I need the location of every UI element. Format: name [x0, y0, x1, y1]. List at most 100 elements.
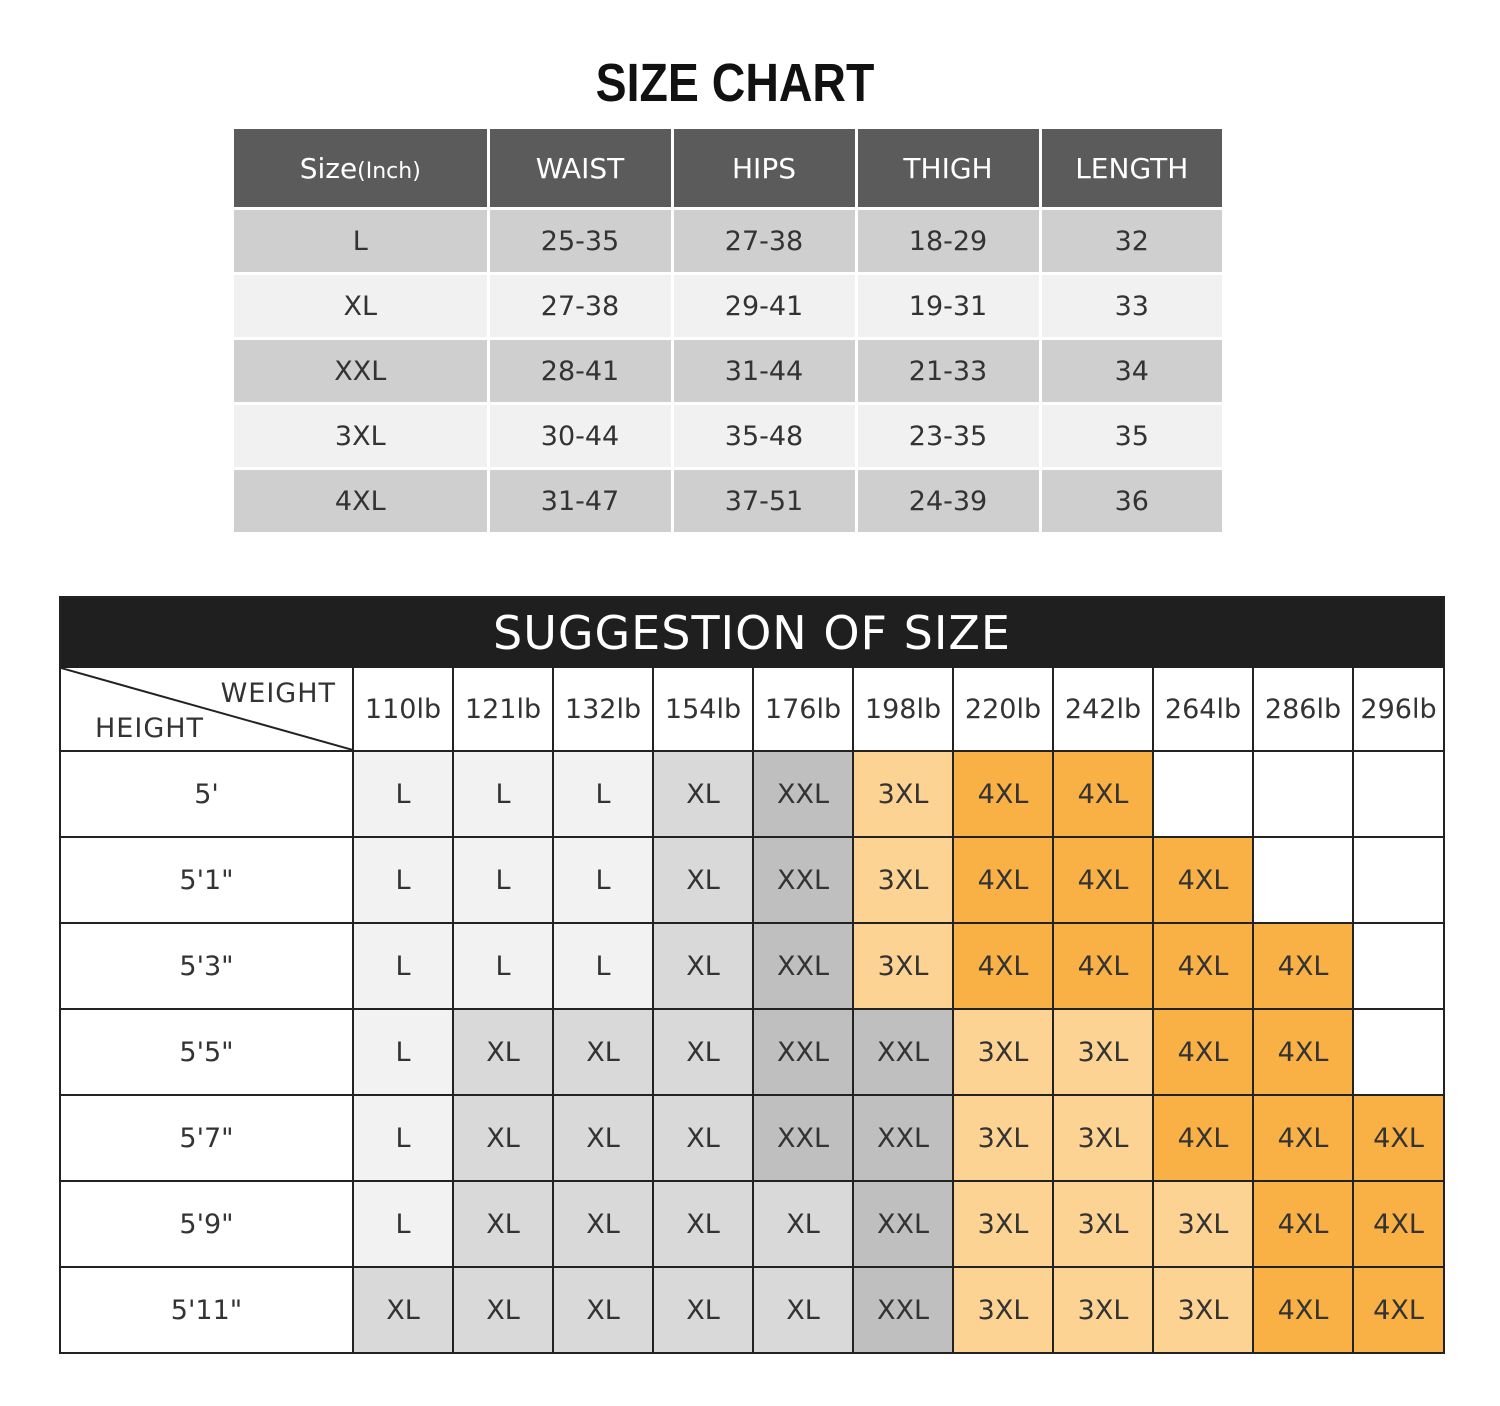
size-suggestion-cell: L: [552, 836, 654, 924]
size-suggestion-cell: L: [352, 1180, 454, 1268]
height-row-header: 5'3": [61, 922, 354, 1010]
height-row: 5' L L L XL XXL 3XL 4XL 4XL: [61, 750, 1443, 838]
table-cell: 28-41: [488, 338, 674, 405]
height-row-header: 5': [61, 750, 354, 838]
table-cell: 25-35: [488, 208, 674, 275]
weight-column-header: 121lb: [452, 668, 554, 752]
size-suggestion-cell: XXL: [752, 1094, 854, 1182]
table-cell: 36: [1040, 468, 1222, 535]
table-cell: 31-47: [488, 468, 674, 535]
size-suggestion-cell: L: [552, 750, 654, 838]
table-cell: 34: [1040, 338, 1222, 405]
size-suggestion-cell: 3XL: [852, 750, 954, 838]
height-row-header: 5'5": [61, 1008, 354, 1096]
empty-cell: [1352, 1008, 1443, 1096]
size-suggestion-cell: 4XL: [1352, 1180, 1443, 1268]
table-cell: 19-31: [856, 273, 1042, 340]
weight-column-header: 264lb: [1152, 668, 1254, 752]
suggestion-grid: WEIGHT HEIGHT 110lb 121lb 132lb 154lb 176lb 1…: [61, 668, 1443, 1352]
size-suggestion-cell: XL: [452, 1266, 554, 1352]
size-suggestion-cell: L: [352, 1094, 454, 1182]
suggestion-title: SUGGESTION OF SIZE: [61, 598, 1443, 668]
size-suggestion-cell: 4XL: [952, 836, 1054, 924]
weight-column-header: 176lb: [752, 668, 854, 752]
size-suggestion-cell: L: [352, 922, 454, 1010]
size-suggestion-cell: XL: [452, 1008, 554, 1096]
size-suggestion-cell: 3XL: [1052, 1008, 1154, 1096]
size-suggestion-cell: 4XL: [1052, 836, 1154, 924]
size-suggestion-cell: L: [452, 836, 554, 924]
table-cell: L: [234, 208, 490, 275]
size-suggestion-cell: 4XL: [1052, 922, 1154, 1010]
size-suggestion-cell: 4XL: [1152, 922, 1254, 1010]
size-suggestion-panel: SUGGESTION OF SIZE WEIGHT HEIGHT 110: [59, 596, 1445, 1354]
size-suggestion-cell: 3XL: [952, 1094, 1054, 1182]
height-row-header: 5'11": [61, 1266, 354, 1352]
height-row: 5'11" XL XL XL XL XL XXL 3XL 3XL 3XL 4XL 4XL: [61, 1266, 1443, 1352]
size-suggestion-cell: 4XL: [952, 922, 1054, 1010]
size-suggestion-cell: 4XL: [1152, 1094, 1254, 1182]
size-suggestion-cell: XL: [652, 1266, 754, 1352]
size-header-label: Size: [299, 151, 358, 185]
size-suggestion-cell: 4XL: [1252, 1180, 1354, 1268]
table-row: XL 27-38 29-41 19-31 33: [234, 273, 1222, 340]
size-suggestion-cell: XL: [652, 750, 754, 838]
waist-column-header: WAIST: [488, 129, 674, 210]
thigh-column-header: THIGH: [856, 129, 1042, 210]
height-row: 5'5" L XL XL XL XXL XXL 3XL 3XL 4XL 4XL: [61, 1008, 1443, 1096]
size-suggestion-cell: 4XL: [1052, 750, 1154, 838]
weight-column-header: 220lb: [952, 668, 1054, 752]
size-suggestion-cell: 4XL: [1352, 1094, 1443, 1182]
table-cell: 29-41: [672, 273, 858, 340]
weight-column-header: 154lb: [652, 668, 754, 752]
length-column-header: LENGTH: [1040, 129, 1222, 210]
weight-axis-label: WEIGHT: [220, 678, 336, 709]
size-suggestion-cell: XL: [352, 1266, 454, 1352]
size-unit-label: (Inch): [357, 158, 421, 184]
table-cell: 31-44: [672, 338, 858, 405]
table-cell: 35: [1040, 403, 1222, 470]
size-suggestion-cell: 3XL: [852, 922, 954, 1010]
weight-column-header: 132lb: [552, 668, 654, 752]
table-cell: 33: [1040, 273, 1222, 340]
size-suggestion-cell: 3XL: [1052, 1266, 1154, 1352]
weight-column-header: 198lb: [852, 668, 954, 752]
table-cell: XL: [234, 273, 490, 340]
height-row: 5'1" L L L XL XXL 3XL 4XL 4XL 4XL: [61, 836, 1443, 924]
size-suggestion-cell: 3XL: [1152, 1266, 1254, 1352]
size-suggestion-cell: 3XL: [952, 1266, 1054, 1352]
size-suggestion-cell: L: [352, 750, 454, 838]
table-cell: 3XL: [234, 403, 490, 470]
size-suggestion-cell: L: [452, 750, 554, 838]
table-cell: XXL: [234, 338, 490, 405]
size-suggestion-cell: XXL: [852, 1180, 954, 1268]
table-cell: 21-33: [856, 338, 1042, 405]
height-row: 5'7" L XL XL XL XXL XXL 3XL 3XL 4XL 4XL 4XL: [61, 1094, 1443, 1182]
size-chart-table: Size(Inch) WAIST HIPS THIGH LENGTH L 25-…: [234, 129, 1222, 535]
table-row: XXL 28-41 31-44 21-33 34: [234, 338, 1222, 405]
size-suggestion-cell: XL: [452, 1180, 554, 1268]
size-column-header: Size(Inch): [234, 129, 490, 210]
height-axis-label: HEIGHT: [95, 713, 205, 744]
size-suggestion-cell: XXL: [752, 750, 854, 838]
size-suggestion-cell: XXL: [852, 1266, 954, 1352]
weight-column-header: 242lb: [1052, 668, 1154, 752]
size-suggestion-cell: L: [552, 922, 654, 1010]
size-suggestion-cell: L: [352, 836, 454, 924]
size-suggestion-cell: 3XL: [1152, 1180, 1254, 1268]
empty-cell: [1252, 836, 1354, 924]
height-row: 5'9" L XL XL XL XL XXL 3XL 3XL 3XL 4XL 4XL: [61, 1180, 1443, 1268]
size-suggestion-cell: 3XL: [1052, 1094, 1154, 1182]
size-suggestion-cell: 4XL: [952, 750, 1054, 838]
size-suggestion-cell: 3XL: [852, 836, 954, 924]
page-title: SIZE CHART: [595, 53, 875, 113]
size-suggestion-cell: 4XL: [1252, 1008, 1354, 1096]
size-suggestion-cell: XXL: [752, 836, 854, 924]
diagonal-divider: [61, 668, 353, 750]
table-cell: 27-38: [488, 273, 674, 340]
size-suggestion-cell: L: [452, 922, 554, 1010]
empty-cell: [1352, 922, 1443, 1010]
size-suggestion-cell: XL: [652, 922, 754, 1010]
empty-cell: [1352, 750, 1443, 838]
table-cell: 27-38: [672, 208, 858, 275]
